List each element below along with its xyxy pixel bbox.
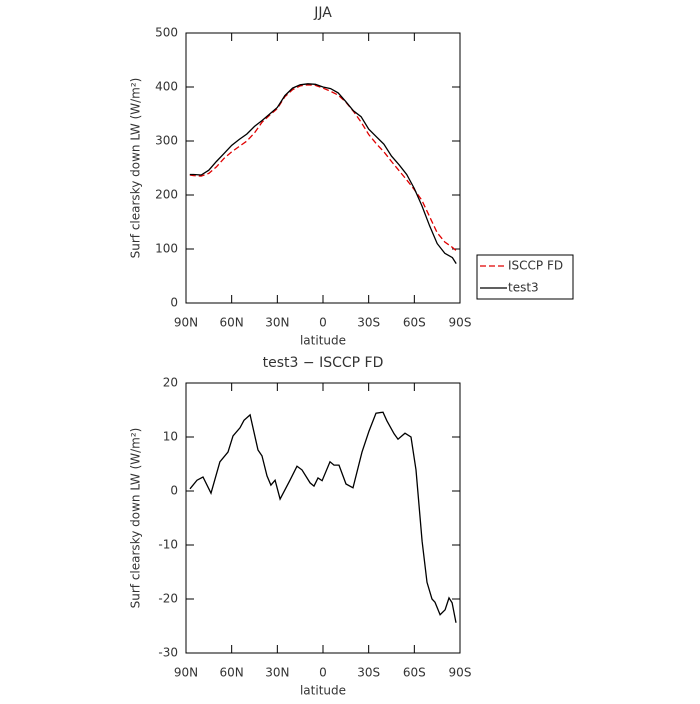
x-tick-label: 30S bbox=[357, 316, 380, 330]
data-line bbox=[189, 411, 457, 623]
y-tick-label: 500 bbox=[155, 26, 178, 40]
plot-frame bbox=[185, 382, 461, 654]
y-axis-label: Surf clearsky down LW (W/m²) bbox=[129, 428, 143, 609]
y-tick-label: 0 bbox=[170, 296, 178, 310]
legend-box bbox=[476, 254, 574, 300]
y-axis-label: Surf clearsky down LW (W/m²) bbox=[129, 78, 143, 259]
y-tick-label: 0 bbox=[170, 484, 178, 498]
y-tick-label: -10 bbox=[158, 538, 178, 552]
y-tick-label: 100 bbox=[155, 242, 178, 256]
y-tick-label: 300 bbox=[155, 134, 178, 148]
x-tick-label: 90S bbox=[449, 316, 472, 330]
chart-title: JJA bbox=[313, 5, 332, 21]
plot-frame bbox=[185, 32, 461, 304]
chart-title: test3 − ISCCP FD bbox=[263, 355, 384, 371]
y-tick-label: 400 bbox=[155, 80, 178, 94]
data-line bbox=[189, 83, 457, 264]
x-tick-label: 30S bbox=[357, 666, 380, 680]
x-tick-label: 30N bbox=[265, 316, 289, 330]
y-tick-label: -30 bbox=[158, 646, 178, 660]
x-tick-label: 60S bbox=[403, 316, 426, 330]
x-axis-label: latitude bbox=[300, 334, 346, 348]
x-tick-label: 0 bbox=[319, 666, 327, 680]
x-tick-label: 90S bbox=[449, 666, 472, 680]
y-tick-label: 200 bbox=[155, 188, 178, 202]
x-tick-label: 90N bbox=[174, 316, 198, 330]
x-tick-label: 60S bbox=[403, 666, 426, 680]
x-tick-label: 90N bbox=[174, 666, 198, 680]
x-axis-label: latitude bbox=[300, 684, 346, 698]
y-tick-label: 10 bbox=[163, 430, 178, 444]
x-tick-label: 60N bbox=[220, 316, 244, 330]
legend-label: test3 bbox=[508, 281, 539, 295]
y-tick-label: -20 bbox=[158, 592, 178, 606]
legend-label: ISCCP FD bbox=[508, 259, 563, 273]
x-tick-label: 60N bbox=[220, 666, 244, 680]
x-tick-label: 0 bbox=[319, 316, 327, 330]
y-tick-label: 20 bbox=[163, 376, 178, 390]
data-line bbox=[189, 84, 457, 252]
x-tick-label: 30N bbox=[265, 666, 289, 680]
